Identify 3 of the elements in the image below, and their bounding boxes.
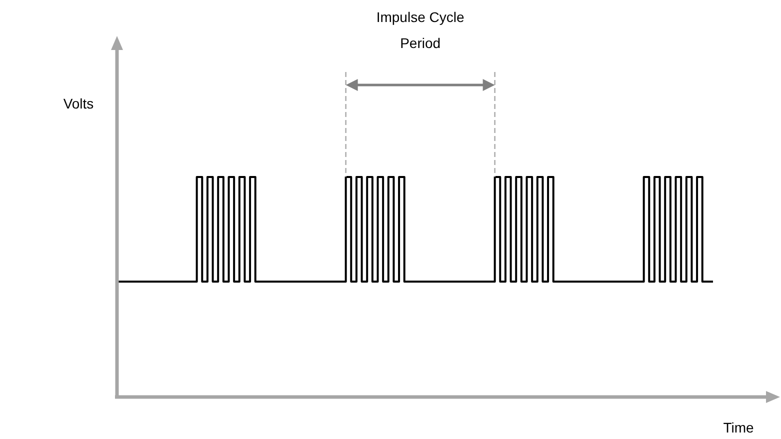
text: Impulse Cycle Period <box>375 8 466 53</box>
y-axis-title: Volts <box>63 96 94 112</box>
x-axis-title: Time <box>723 420 754 436</box>
